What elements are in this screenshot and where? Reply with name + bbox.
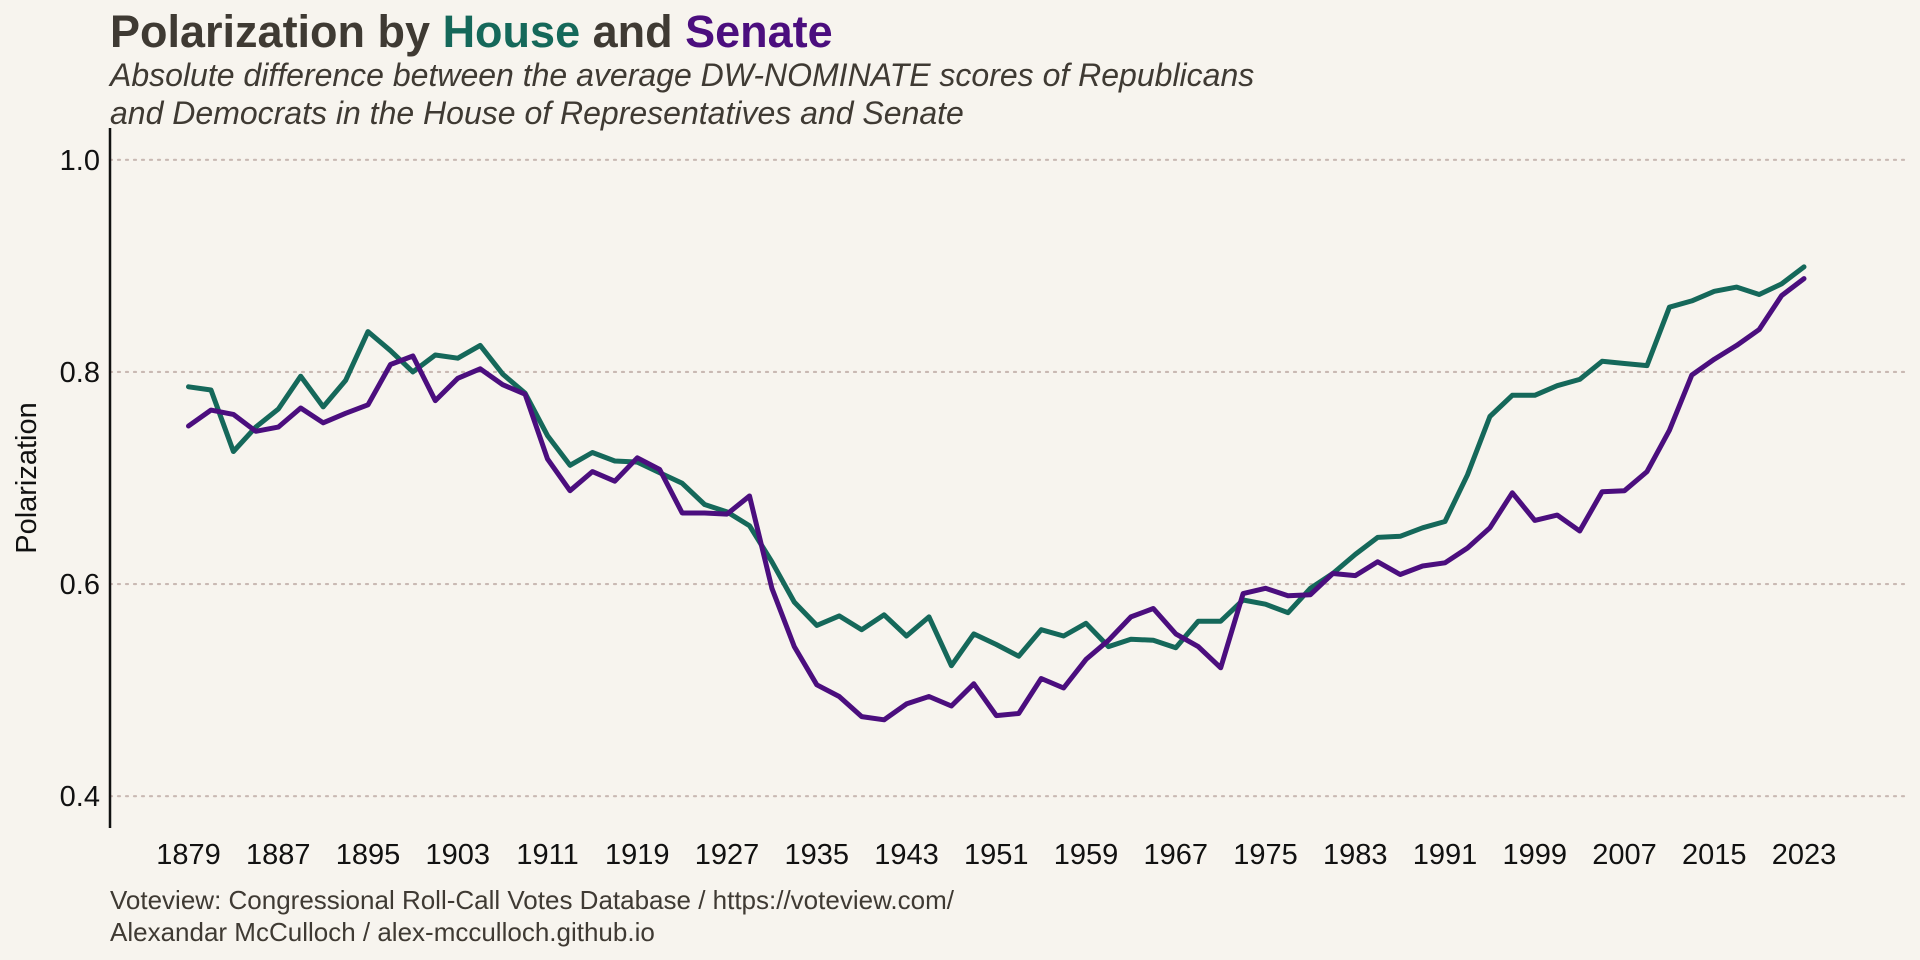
caption-line-1: Voteview: Congressional Roll-Call Votes … [110,885,954,915]
title-part-1: Polarization by [110,6,443,57]
chart-subtitle: Absolute difference between the average … [110,56,1254,132]
x-tick-label: 1975 [1233,839,1298,871]
x-tick-labels: 1879 1887 1895 1903 1911 1919 1927 1935 1943 1951… [156,839,1836,871]
x-tick-label: 1911 [516,839,578,871]
chart-caption: Voteview: Congressional Roll-Call Votes … [110,884,954,948]
x-tick-label: 1935 [785,839,850,871]
y-tick-label: 0.8 [60,357,100,389]
y-tick-label: 1.0 [60,145,100,177]
x-tick-label: 2007 [1592,839,1657,871]
x-tick-label: 1967 [1144,839,1209,871]
title-part-2: House [442,6,581,57]
chart-title: Polarization by House and Senate [110,6,833,58]
y-axis-label: Polarization [11,402,43,554]
x-tick-label: 1879 [156,839,221,871]
x-tick-label: 1991 [1413,839,1478,871]
x-tick-label: 1919 [605,839,670,871]
x-tick-label: 2015 [1682,839,1747,871]
x-tick-label: 1959 [1054,839,1119,871]
y-tick-labels: 0.4 0.6 0.8 1.0 [60,145,100,813]
caption-line-2: Alexandar McCulloch / alex-mcculloch.git… [110,917,655,947]
y-tick-label: 0.4 [60,781,100,813]
series-line-senate [186,276,1807,723]
subtitle-line-2: and Democrats in the House of Representa… [110,95,964,131]
series-line-house [186,264,1807,669]
y-tick-label: 0.6 [60,569,100,601]
x-tick-label: 1895 [336,839,401,871]
x-tick-label: 1903 [426,839,491,871]
x-tick-label: 1943 [874,839,939,871]
gridlines [108,158,1907,798]
x-tick-label: 1927 [695,839,760,871]
x-tick-label: 2023 [1772,839,1837,871]
x-tick-label: 1951 [964,839,1029,871]
x-tick-label: 1999 [1503,839,1568,871]
title-part-3: and [580,6,686,57]
subtitle-line-1: Absolute difference between the average … [110,57,1255,93]
title-part-4: Senate [685,6,833,57]
x-tick-label: 1887 [246,839,311,871]
series-lines [186,264,1807,723]
x-tick-label: 1983 [1323,839,1388,871]
